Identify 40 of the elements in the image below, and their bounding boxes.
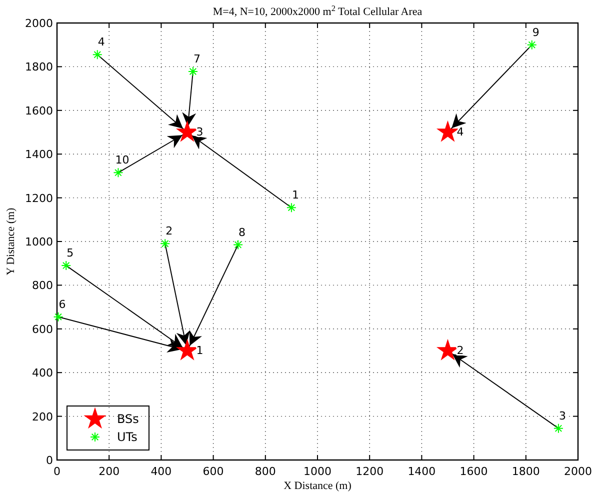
y-tick-label: 1600 (25, 104, 53, 118)
x-tick-label: 1600 (460, 465, 488, 478)
x-tick-label: 600 (202, 465, 224, 478)
y-tick-label: 600 (32, 322, 53, 336)
y-tick-label: 1400 (25, 148, 53, 162)
annotation: 7 (193, 52, 200, 66)
legend-label: BSs (117, 412, 139, 426)
annotation: 6 (58, 298, 66, 311)
annotation: 9 (532, 26, 540, 39)
annotation: 1 (292, 188, 299, 202)
x-tick-label: 800 (254, 465, 276, 478)
annotation: 2 (456, 344, 464, 357)
annotation: 3 (196, 125, 204, 138)
y-tick-label: 200 (32, 410, 53, 424)
y-axis-title: Y Distance (m) (5, 207, 17, 276)
chart-title: M=4, N=10, 2000x2000 m$^{2}$ Total Cellular Area (212, 4, 422, 18)
annotation: 5 (66, 246, 74, 260)
y-tick-label: 400 (32, 366, 53, 380)
annotation: 4 (98, 36, 105, 49)
x-tick-label: 2000 (564, 465, 592, 478)
y-tick-label: 0 (46, 454, 53, 467)
annotation: 8 (238, 226, 246, 239)
x-tick-label: 1000 (304, 465, 332, 478)
y-tick-label: 2000 (25, 17, 53, 30)
x-axis-title: X Distance (m) (284, 480, 352, 492)
y-tick-label: 1000 (25, 236, 53, 248)
y-tick-label: 1200 (25, 192, 53, 205)
annotation: 3 (558, 409, 566, 422)
x-tick-label: 400 (150, 465, 172, 478)
x-tick-label: 200 (98, 465, 120, 478)
x-tick-label: 1400 (408, 465, 436, 478)
y-tick-label: 1800 (25, 60, 53, 74)
x-tick-label: 1800 (512, 465, 540, 478)
x-tick-label: 1200 (356, 465, 384, 478)
annotation: 4 (456, 125, 464, 138)
legend-label: UTs (117, 430, 138, 444)
annotation: 10 (115, 154, 130, 167)
y-tick-label: 800 (32, 279, 53, 292)
annotation: 1 (196, 344, 204, 357)
annotation: 2 (166, 224, 173, 238)
